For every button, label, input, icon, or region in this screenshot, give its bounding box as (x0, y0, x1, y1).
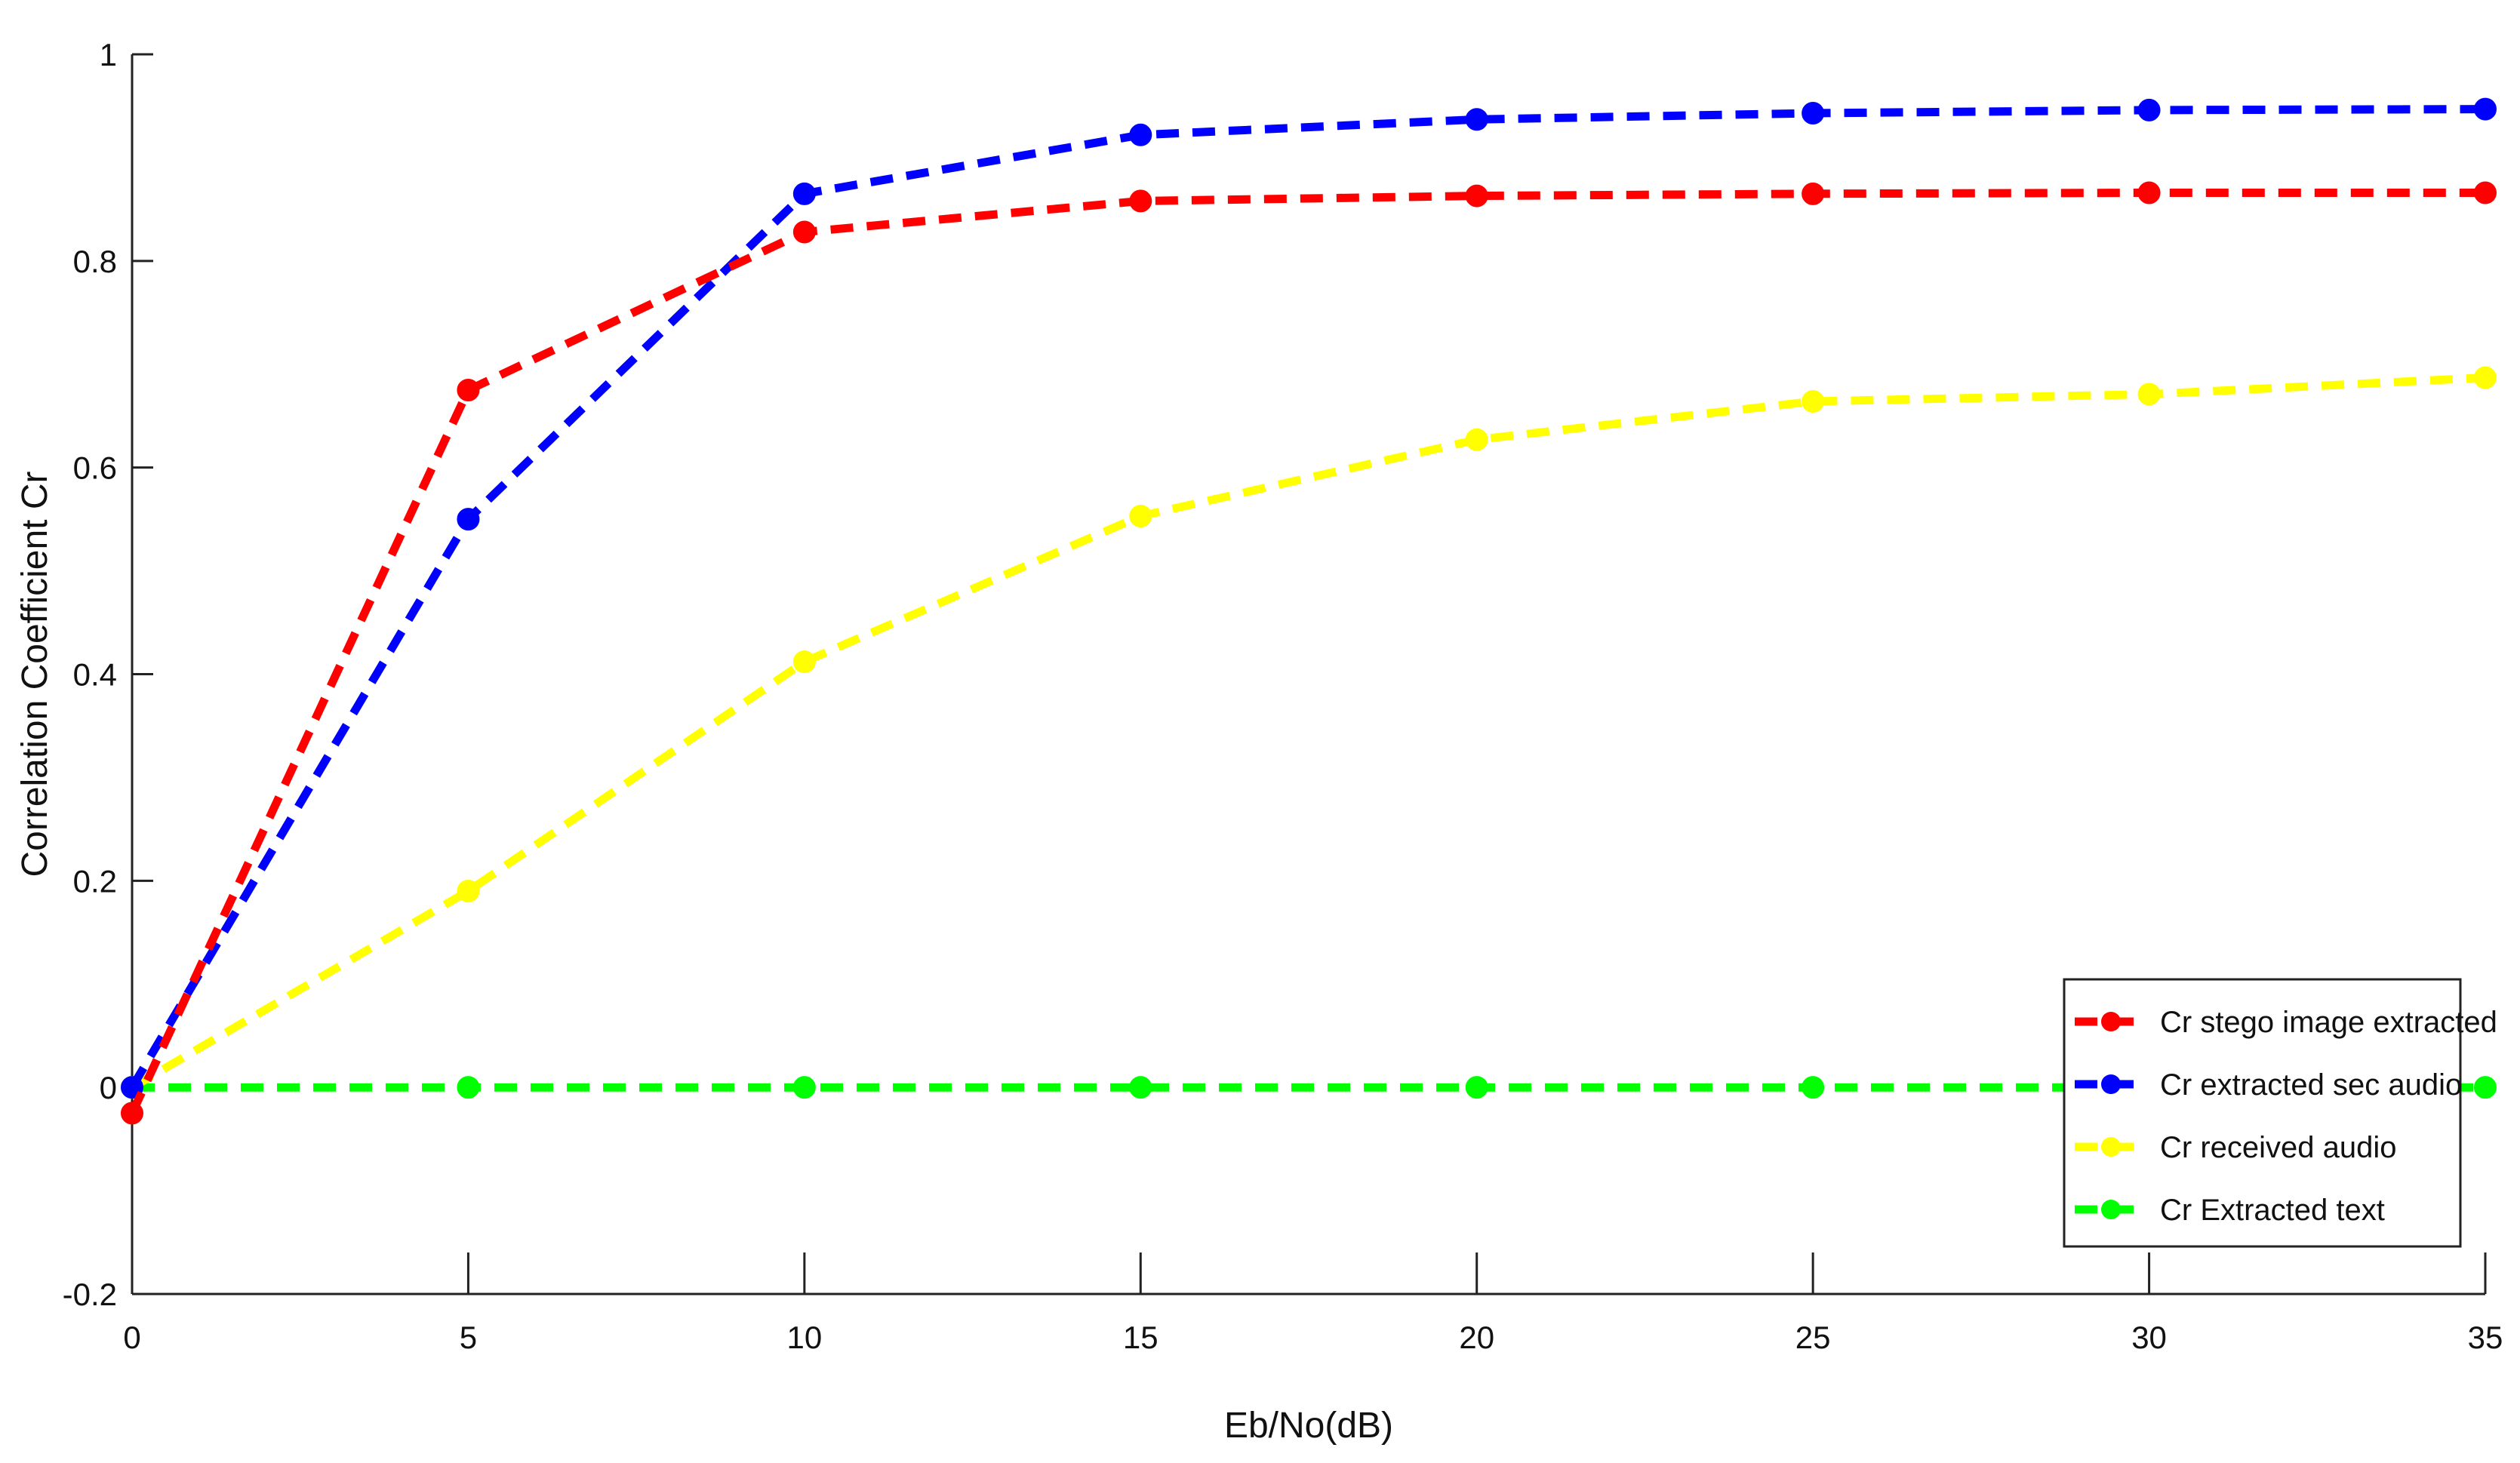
y-tick-label: 0.2 (73, 863, 117, 899)
data-point (792, 1076, 816, 1099)
data-point (1802, 1076, 1825, 1099)
x-tick-label: 30 (2131, 1320, 2167, 1355)
data-point (2474, 1076, 2497, 1099)
x-tick-label: 10 (786, 1320, 822, 1355)
data-point (457, 880, 480, 903)
legend-item: Cr stego image extracted (2075, 1006, 2497, 1039)
x-axis-label: Eb/No(dB) (1224, 1406, 1393, 1446)
y-tick-label: 1 (100, 37, 117, 72)
x-tick-label: 25 (1795, 1320, 1831, 1355)
data-point (1802, 390, 1825, 413)
legend-label: Cr extracted sec audio (2160, 1068, 2462, 1102)
legend-item: Cr received audio (2075, 1131, 2397, 1164)
data-point (1129, 1076, 1152, 1099)
data-point (2137, 383, 2161, 406)
series-line (128, 105, 2486, 1090)
data-point (457, 1076, 480, 1099)
y-tick-label: 0.8 (73, 244, 117, 279)
data-point (2474, 181, 2497, 204)
series-1 (121, 97, 2497, 1099)
series-0 (121, 181, 2497, 1125)
y-tick-label: 0.4 (73, 657, 117, 693)
legend-marker (2101, 1200, 2121, 1219)
legend-marker (2101, 1137, 2121, 1157)
data-point (2137, 181, 2161, 204)
x-tick-label: 5 (460, 1320, 477, 1355)
data-point (1465, 428, 1488, 451)
legend-marker (2101, 1074, 2121, 1094)
data-point (1802, 182, 1825, 205)
legend-label: Cr stego image extracted (2160, 1006, 2497, 1039)
data-point (1465, 1076, 1488, 1099)
data-point (792, 650, 816, 674)
y-tick-label: 0 (100, 1070, 117, 1105)
data-point (2137, 98, 2161, 121)
data-point (792, 220, 816, 244)
data-point (1129, 123, 1152, 146)
data-point (1465, 184, 1488, 207)
x-tick-label: 15 (1123, 1320, 1158, 1355)
data-point (1129, 189, 1152, 213)
series-line (130, 373, 2486, 1091)
x-tick-label: 35 (2468, 1320, 2503, 1355)
series-line (128, 189, 2485, 1115)
legend-label: Cr received audio (2160, 1131, 2397, 1164)
x-axis-ticks: 0 5 10 15 20 25 30 35 (123, 1252, 2503, 1355)
x-tick-label: 0 (123, 1320, 140, 1355)
y-tick-label: 0.6 (73, 450, 117, 486)
y-tick-label: -0.2 (63, 1277, 117, 1312)
data-point (2474, 366, 2497, 389)
y-axis-ticks: -0.2 0 0.2 0.4 0.6 0.8 1 (63, 37, 153, 1312)
series-layer (121, 97, 2497, 1125)
legend: Cr stego image extracted Cr extracted sec… (2063, 978, 2497, 1248)
y-axis-label: Correlation Coefficient Cr (15, 471, 55, 877)
x-tick-label: 20 (1459, 1320, 1494, 1355)
data-point (121, 1102, 143, 1125)
data-point (1465, 108, 1488, 131)
data-point (121, 1076, 143, 1099)
legend-label: Cr Extracted text (2160, 1194, 2385, 1227)
legend-marker (2101, 1012, 2121, 1031)
legend-item: Cr Extracted text (2075, 1194, 2385, 1227)
data-point (457, 378, 480, 401)
data-point (792, 182, 816, 205)
data-point (1802, 102, 1825, 125)
data-point (457, 508, 480, 531)
legend-item: Cr extracted sec audio (2075, 1068, 2462, 1102)
data-point (1129, 505, 1152, 528)
data-point (2474, 97, 2497, 121)
